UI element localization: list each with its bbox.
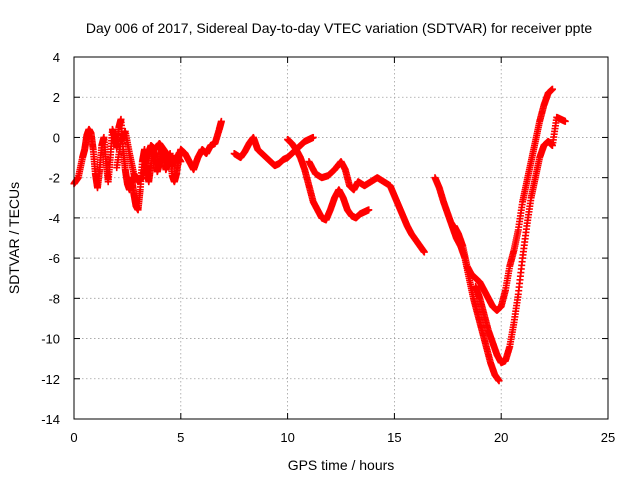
y-tick-label: 4 (53, 50, 60, 65)
y-tick-label: -2 (48, 171, 60, 186)
chart-title: Day 006 of 2017, Sidereal Day-to-day VTE… (86, 20, 593, 36)
x-tick-label: 0 (70, 430, 77, 445)
y-tick-label: -12 (41, 372, 60, 387)
data-points (70, 85, 569, 385)
data-point (495, 377, 503, 385)
y-tick-label: 2 (53, 90, 60, 105)
series-segment-1b (113, 127, 185, 186)
y-tick-label: -6 (48, 251, 60, 266)
data-point (217, 117, 225, 125)
data-point (177, 158, 185, 166)
x-tick-label: 25 (601, 430, 615, 445)
series-segment-4 (305, 158, 428, 256)
series-segment-3 (284, 135, 373, 224)
y-tick-label: 0 (53, 130, 60, 145)
data-point (309, 133, 317, 141)
series-segment-1 (70, 115, 225, 214)
axis-ticks: 0 5 10 15 20 25 -14 -12 -10 -8 -6 -4 -2 0 2 4 (41, 50, 615, 445)
y-tick-label: -10 (41, 332, 60, 347)
x-tick-label: 20 (494, 430, 508, 445)
y-tick-label: -14 (41, 412, 60, 427)
y-tick-label: -4 (48, 211, 60, 226)
x-tick-label: 5 (177, 430, 184, 445)
data-point (420, 248, 428, 256)
data-point (365, 206, 373, 214)
series-segment-5 (431, 174, 503, 385)
x-tick-label: 15 (387, 430, 401, 445)
x-tick-label: 10 (280, 430, 294, 445)
series-segment-6 (450, 85, 556, 314)
grid (74, 57, 608, 419)
y-tick-label: -8 (48, 291, 60, 306)
